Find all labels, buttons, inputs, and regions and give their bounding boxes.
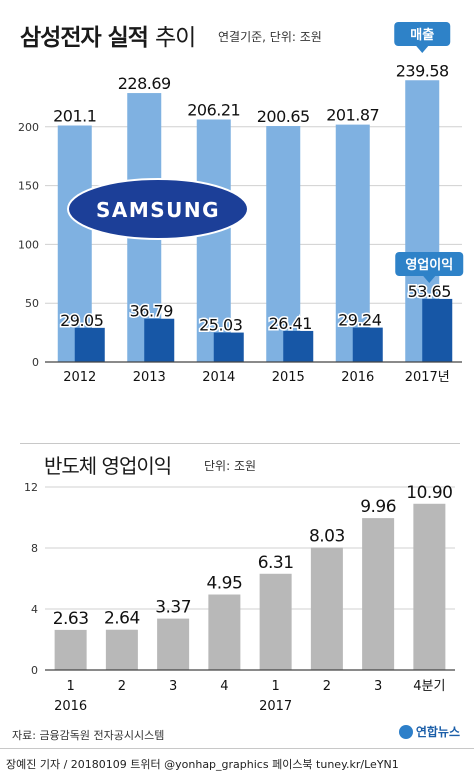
footer-credit: 장예진 기자 / 20180109 트위터 @yonhap_graphics 페… <box>6 758 399 771</box>
x-tick-label: 1 <box>66 679 74 694</box>
profit-bar <box>259 573 292 670</box>
divider <box>20 443 460 444</box>
profit-bar <box>213 332 244 362</box>
y-tick-label: 0 <box>31 664 38 677</box>
profit-bar <box>422 298 453 362</box>
sales-badge-pointer <box>416 46 429 53</box>
chart2-unit: 단위: 조원 <box>204 459 257 473</box>
profit-bar <box>413 503 446 670</box>
sales-badge <box>394 22 451 46</box>
profit-bar <box>157 618 190 670</box>
samsung-logo-text: SAMSUNG <box>96 198 220 222</box>
sales-value-label: 239.58 <box>396 61 449 80</box>
profit-bar <box>74 327 105 362</box>
profit-value-label: 53.65 <box>408 282 451 301</box>
semiconductor-profit-chart: 0 4 8 12 2.63 1 2.64 2 3.37 3 4.95 4 6.31 1 8.03 2 9.96 3… <box>24 481 455 714</box>
sales-bar <box>335 124 370 362</box>
value-label: 8.03 <box>309 527 345 547</box>
profit-value-label: 29.24 <box>338 311 382 330</box>
profit-badge-label: 영업이익 <box>405 257 453 273</box>
value-label: 3.37 <box>155 598 191 618</box>
x-tick-label: 2017년 <box>405 370 450 385</box>
agency-logo: 연합뉴스 <box>398 723 460 740</box>
sales-value-label: 201.1 <box>53 107 96 126</box>
profit-value-label: 26.41 <box>269 314 312 333</box>
footer-divider <box>0 748 474 749</box>
sales-bar <box>196 119 231 362</box>
profit-bar <box>208 594 241 670</box>
year-label: 2016 <box>54 699 87 714</box>
value-label: 4.95 <box>206 574 242 594</box>
profit-value-label: 25.03 <box>199 316 242 335</box>
sales-bar <box>57 125 92 362</box>
agency-name: 연합뉴스 <box>415 725 460 739</box>
profit-badge-pointer <box>423 276 436 283</box>
sales-value-label: 228.69 <box>118 74 171 93</box>
x-tick-label: 3 <box>169 679 177 694</box>
y-tick-label: 150 <box>18 180 39 193</box>
x-tick-label: 2013 <box>133 370 166 385</box>
x-tick-label: 4 <box>220 679 228 694</box>
y-tick-label: 200 <box>18 121 39 134</box>
x-tick-label: 2 <box>323 679 331 694</box>
x-tick-label: 2014 <box>202 370 235 385</box>
y-tick-label: 8 <box>31 542 38 555</box>
y-tick-label: 50 <box>25 297 39 310</box>
y-tick-label: 4 <box>31 603 38 616</box>
year-label: 2017 <box>259 699 292 714</box>
y-tick-label: 12 <box>24 481 38 494</box>
x-tick-label: 4분기 <box>413 679 445 694</box>
value-label: 9.96 <box>360 497 396 517</box>
profit-bar <box>362 518 395 670</box>
profit-bar <box>310 547 343 670</box>
sales-value-label: 206.21 <box>187 100 240 119</box>
profit-bar <box>54 629 87 670</box>
value-label: 10.90 <box>406 483 452 503</box>
profit-badge <box>395 252 464 276</box>
chart1-title: 삼성전자 실적 추이 <box>20 25 196 51</box>
profit-bar <box>144 318 175 362</box>
sales-value-label: 201.87 <box>326 106 379 125</box>
value-label: 6.31 <box>258 553 294 573</box>
chart1-unit: 연결기준, 단위: 조원 <box>218 30 322 44</box>
profit-bar <box>105 629 138 670</box>
x-tick-label: 2016 <box>341 370 374 385</box>
y-tick-label: 0 <box>32 356 39 369</box>
value-label: 2.64 <box>104 609 140 629</box>
x-tick-label: 2015 <box>272 370 305 385</box>
y-tick-label: 100 <box>18 238 39 251</box>
sales-value-label: 200.65 <box>257 107 310 126</box>
x-tick-label: 1 <box>271 679 279 694</box>
x-tick-label: 2012 <box>63 370 96 385</box>
sales-bar <box>266 126 301 362</box>
x-tick-label: 3 <box>374 679 382 694</box>
source-note: 자료: 금융감독원 전자공시시스템 <box>12 729 165 742</box>
agency-logo-icon <box>398 724 413 739</box>
profit-bar <box>352 327 383 362</box>
x-tick-label: 2 <box>118 679 126 694</box>
chart2-title: 반도체 영업이익 <box>44 454 172 478</box>
samsung-logo <box>67 178 249 240</box>
revenue-profit-chart: 0 50 100 150 200 201.1 29.05 2012 228.69 36.79 201… <box>18 22 464 385</box>
profit-value-label: 29.05 <box>60 311 103 330</box>
value-label: 2.63 <box>53 609 89 629</box>
sales-badge-label: 매출 <box>410 27 434 43</box>
profit-bar <box>283 330 314 362</box>
profit-value-label: 36.79 <box>130 302 174 321</box>
